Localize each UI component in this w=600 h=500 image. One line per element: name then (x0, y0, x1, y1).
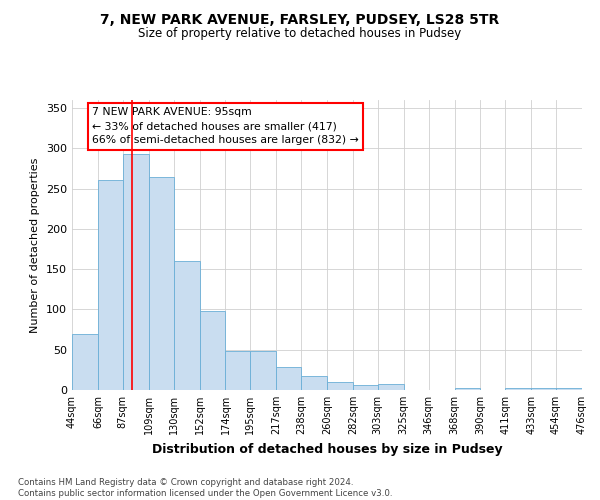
Bar (556, 388, 582, 390)
Text: Contains HM Land Registry data © Crown copyright and database right 2024.
Contai: Contains HM Land Registry data © Crown c… (18, 478, 392, 498)
Bar (327, 382, 353, 390)
Bar (455, 388, 481, 390)
Bar (250, 350, 276, 390)
Bar (199, 311, 226, 390)
Bar (98, 180, 123, 390)
Y-axis label: Number of detached properties: Number of detached properties (31, 158, 40, 332)
Bar (378, 384, 404, 390)
Bar (173, 261, 199, 390)
Bar (531, 388, 556, 390)
Text: Size of property relative to detached houses in Pudsey: Size of property relative to detached ho… (139, 28, 461, 40)
Text: Distribution of detached houses by size in Pudsey: Distribution of detached houses by size … (152, 442, 502, 456)
Bar (505, 388, 531, 390)
Bar (301, 376, 327, 390)
Bar (226, 350, 250, 390)
Bar (276, 368, 301, 390)
Bar (123, 154, 149, 390)
Bar (149, 176, 173, 390)
Text: 7 NEW PARK AVENUE: 95sqm
← 33% of detached houses are smaller (417)
66% of semi-: 7 NEW PARK AVENUE: 95sqm ← 33% of detach… (92, 108, 359, 146)
Text: 7, NEW PARK AVENUE, FARSLEY, PUDSEY, LS28 5TR: 7, NEW PARK AVENUE, FARSLEY, PUDSEY, LS2… (100, 12, 500, 26)
Bar (353, 385, 378, 390)
Bar (72, 334, 98, 390)
